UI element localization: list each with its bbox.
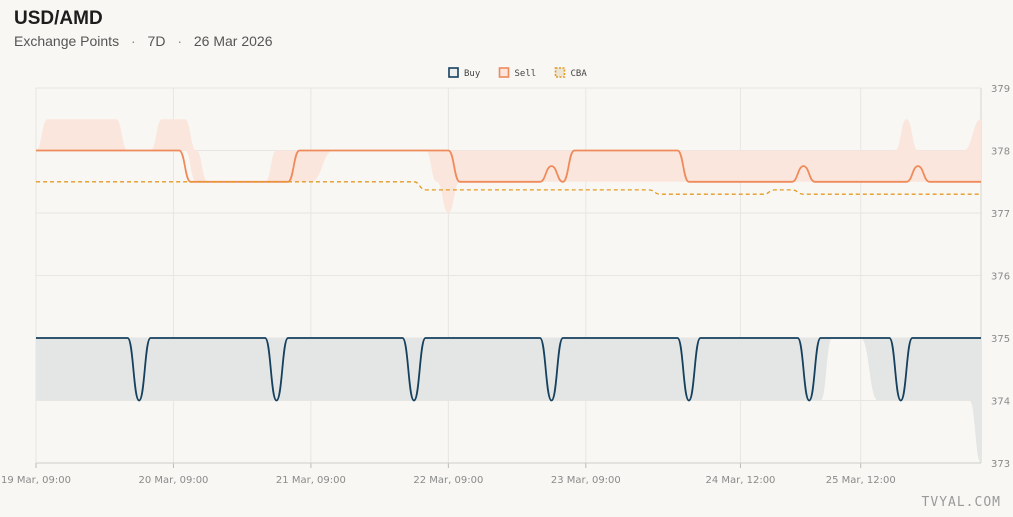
legend-label-cba: CBA	[571, 69, 588, 79]
sell-range-band	[36, 119, 981, 213]
x-tick-label: 19 Mar, 09:00	[1, 475, 71, 486]
legend-item-sell[interactable]: Sell	[498, 67, 537, 79]
x-tick-label: 20 Mar, 09:00	[138, 475, 208, 486]
x-tick-label: 23 Mar, 09:00	[551, 475, 621, 486]
range-bands	[36, 119, 981, 463]
y-tick-label: 378	[991, 147, 1010, 158]
y-tick-label: 379	[991, 84, 1010, 95]
series-lines	[35, 149, 981, 402]
chart-subtitle: Exchange Points · 7D · 26 Mar 2026	[14, 33, 273, 49]
x-tick-label: 24 Mar, 12:00	[705, 475, 775, 486]
legend-label-buy: Buy	[464, 69, 481, 79]
y-tick-label: 376	[991, 272, 1010, 283]
x-axis: 19 Mar, 09:00 20 Mar, 09:00 21 Mar, 09:00 2…	[1, 462, 981, 486]
legend-item-cba[interactable]: CBA	[554, 67, 588, 79]
cba-series-line	[36, 181, 981, 195]
sell-series-line	[35, 149, 981, 183]
subtitle-period: 7D	[147, 33, 166, 49]
y-tick-label: 373	[991, 459, 1010, 470]
subtitle-separator: ·	[177, 33, 182, 49]
y-tick-label: 375	[991, 334, 1010, 345]
subtitle-date: 26 Mar 2026	[193, 33, 273, 49]
y-tick-label: 377	[991, 209, 1010, 220]
watermark: TVYAL.COM	[921, 495, 1001, 510]
legend-swatch-buy	[448, 67, 459, 78]
subtitle-separator: ·	[130, 33, 136, 49]
y-tick-label: 374	[991, 397, 1010, 408]
page-title: USD/AMD	[14, 8, 103, 29]
x-tick-label: 25 Mar, 12:00	[826, 475, 896, 486]
subtitle-source: Exchange Points	[14, 33, 120, 49]
x-tick-label: 22 Mar, 09:00	[413, 475, 483, 486]
buy-range-band	[36, 338, 981, 463]
x-tick-label: 21 Mar, 09:00	[276, 475, 346, 486]
legend-swatch-sell	[498, 67, 510, 78]
chart-legend[interactable]: Buy Sell CBA	[448, 67, 588, 79]
legend-label-sell: Sell	[515, 69, 537, 79]
legend-swatch-cba	[554, 67, 566, 78]
y-axis: 373 374 375 376 377 378 379	[991, 84, 1010, 470]
legend-item-buy[interactable]: Buy	[448, 67, 481, 79]
buy-series-line	[35, 337, 981, 402]
